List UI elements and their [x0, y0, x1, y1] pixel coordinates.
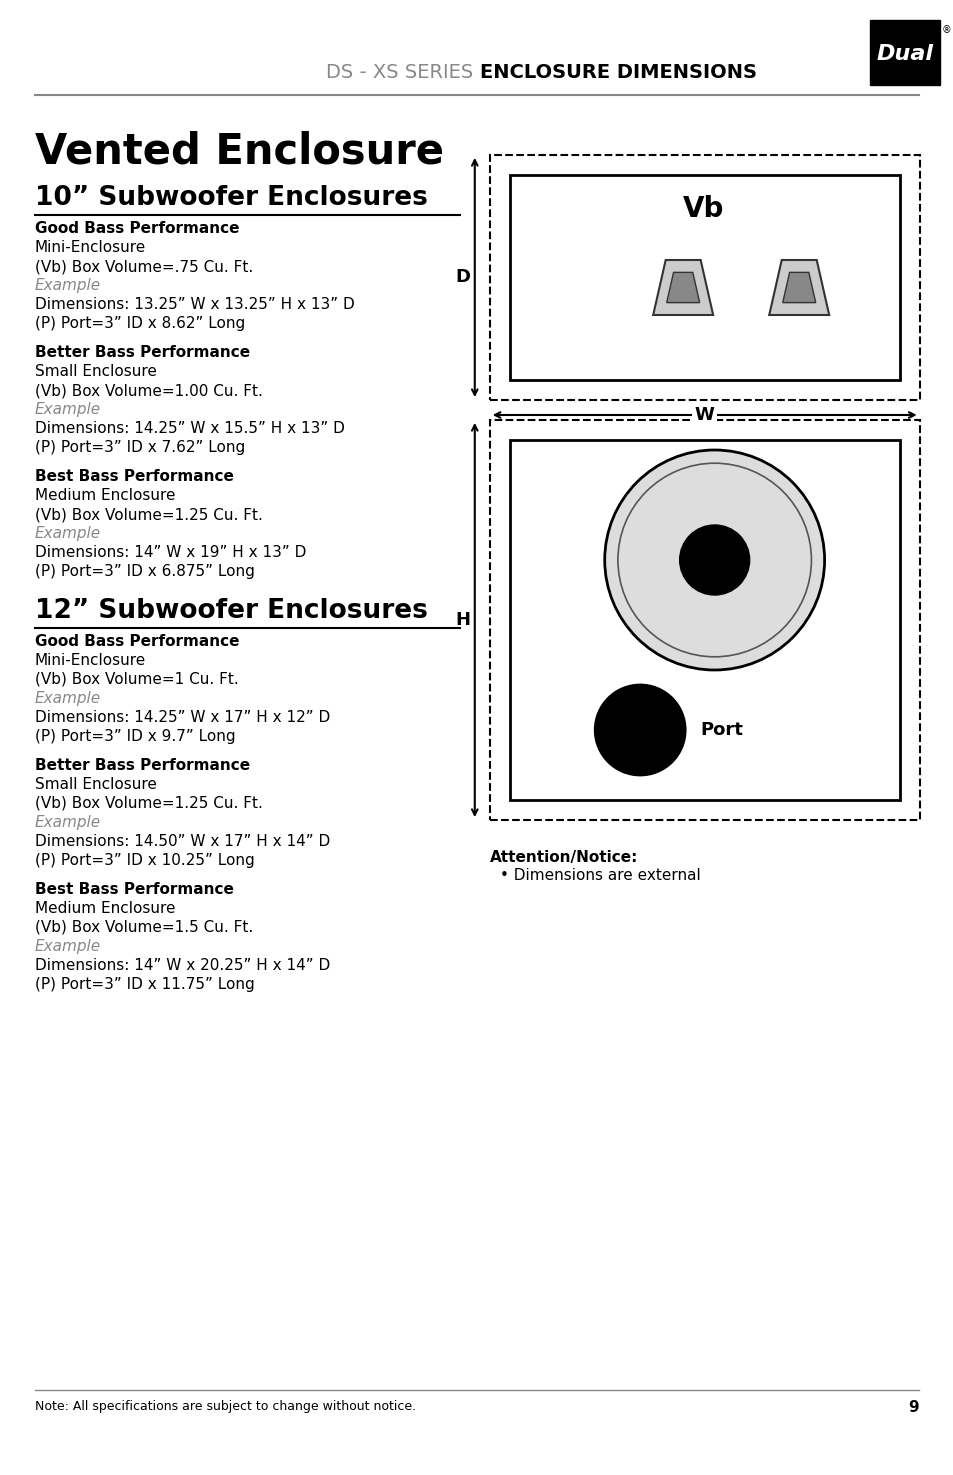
- Text: Dual: Dual: [875, 44, 932, 65]
- Text: Example: Example: [35, 690, 101, 707]
- Text: Note: All specifications are subject to change without notice.: Note: All specifications are subject to …: [35, 1400, 416, 1413]
- Polygon shape: [653, 260, 713, 316]
- Text: Example: Example: [35, 527, 101, 541]
- Circle shape: [604, 450, 823, 670]
- Polygon shape: [781, 273, 815, 302]
- Polygon shape: [666, 273, 699, 302]
- Text: (P) Port=3” ID x 11.75” Long: (P) Port=3” ID x 11.75” Long: [35, 976, 254, 993]
- Text: Medium Enclosure: Medium Enclosure: [35, 901, 175, 916]
- Text: 10” Subwoofer Enclosures: 10” Subwoofer Enclosures: [35, 184, 427, 211]
- Text: (P) Port=3” ID x 9.7” Long: (P) Port=3” ID x 9.7” Long: [35, 729, 235, 743]
- Text: Example: Example: [35, 940, 101, 954]
- Text: Dimensions: 14” W x 19” H x 13” D: Dimensions: 14” W x 19” H x 13” D: [35, 544, 306, 560]
- Text: (P) Port=3” ID x 10.25” Long: (P) Port=3” ID x 10.25” Long: [35, 853, 254, 867]
- Text: Dimensions: 14” W x 20.25” H x 14” D: Dimensions: 14” W x 20.25” H x 14” D: [35, 957, 330, 974]
- Circle shape: [679, 525, 749, 594]
- Text: • Dimensions are external: • Dimensions are external: [499, 867, 700, 884]
- Bar: [489, 420, 919, 820]
- Text: Vb: Vb: [682, 195, 723, 223]
- Text: W: W: [694, 406, 714, 423]
- Bar: [869, 21, 939, 86]
- Text: Small Enclosure: Small Enclosure: [35, 364, 156, 379]
- Text: Attention/Notice:: Attention/Notice:: [489, 850, 638, 864]
- Text: Mini-Enclosure: Mini-Enclosure: [35, 653, 146, 668]
- Text: Better Bass Performance: Better Bass Performance: [35, 345, 250, 360]
- Text: 12” Subwoofer Enclosures: 12” Subwoofer Enclosures: [35, 597, 427, 624]
- Text: Vented Enclosure: Vented Enclosure: [35, 130, 443, 173]
- Bar: [509, 176, 899, 381]
- Circle shape: [595, 684, 684, 774]
- Text: Best Bass Performance: Best Bass Performance: [35, 469, 233, 484]
- Text: (Vb) Box Volume=1.25 Cu. Ft.: (Vb) Box Volume=1.25 Cu. Ft.: [35, 507, 263, 522]
- Text: Dimensions: 13.25” W x 13.25” H x 13” D: Dimensions: 13.25” W x 13.25” H x 13” D: [35, 296, 355, 313]
- Text: ENCLOSURE DIMENSIONS: ENCLOSURE DIMENSIONS: [479, 62, 756, 81]
- Text: H: H: [455, 611, 470, 628]
- Text: Medium Enclosure: Medium Enclosure: [35, 488, 175, 503]
- Text: (P) Port=3” ID x 6.875” Long: (P) Port=3” ID x 6.875” Long: [35, 563, 254, 580]
- Text: Mini-Enclosure: Mini-Enclosure: [35, 240, 146, 255]
- Text: (P) Port=3” ID x 7.62” Long: (P) Port=3” ID x 7.62” Long: [35, 440, 245, 454]
- Text: (P) Port=3” ID x 8.62” Long: (P) Port=3” ID x 8.62” Long: [35, 316, 245, 330]
- Text: (Vb) Box Volume=1.25 Cu. Ft.: (Vb) Box Volume=1.25 Cu. Ft.: [35, 796, 263, 811]
- Text: ®: ®: [941, 25, 950, 35]
- Text: Small Enclosure: Small Enclosure: [35, 777, 156, 792]
- Text: Good Bass Performance: Good Bass Performance: [35, 221, 239, 236]
- Text: Port: Port: [700, 721, 742, 739]
- Text: 9: 9: [907, 1400, 918, 1415]
- Text: D: D: [455, 268, 470, 286]
- Text: Example: Example: [35, 816, 101, 830]
- Bar: [489, 155, 919, 400]
- Text: Example: Example: [35, 277, 101, 294]
- Text: (Vb) Box Volume=1.00 Cu. Ft.: (Vb) Box Volume=1.00 Cu. Ft.: [35, 384, 263, 398]
- Text: DS - XS SERIES: DS - XS SERIES: [326, 62, 479, 81]
- Polygon shape: [768, 260, 828, 316]
- Text: Dimensions: 14.25” W x 17” H x 12” D: Dimensions: 14.25” W x 17” H x 12” D: [35, 709, 330, 726]
- Text: Good Bass Performance: Good Bass Performance: [35, 634, 239, 649]
- Text: Dimensions: 14.50” W x 17” H x 14” D: Dimensions: 14.50” W x 17” H x 14” D: [35, 833, 330, 850]
- Text: (Vb) Box Volume=.75 Cu. Ft.: (Vb) Box Volume=.75 Cu. Ft.: [35, 260, 253, 274]
- Text: Example: Example: [35, 403, 101, 417]
- Text: (Vb) Box Volume=1 Cu. Ft.: (Vb) Box Volume=1 Cu. Ft.: [35, 673, 238, 687]
- Text: (Vb) Box Volume=1.5 Cu. Ft.: (Vb) Box Volume=1.5 Cu. Ft.: [35, 920, 253, 935]
- Text: Dimensions: 14.25” W x 15.5” H x 13” D: Dimensions: 14.25” W x 15.5” H x 13” D: [35, 420, 344, 437]
- Text: Better Bass Performance: Better Bass Performance: [35, 758, 250, 773]
- Text: Best Bass Performance: Best Bass Performance: [35, 882, 233, 897]
- Bar: [509, 440, 899, 799]
